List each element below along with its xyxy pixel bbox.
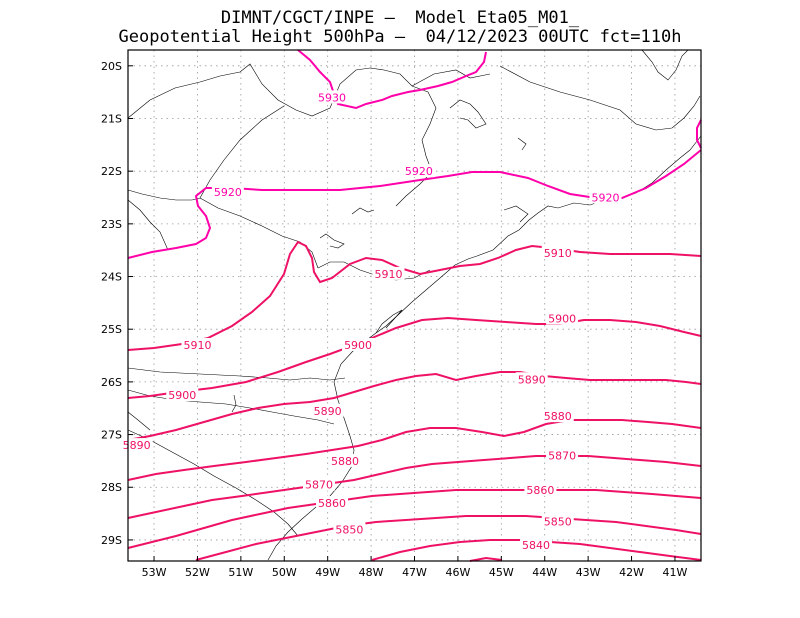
contour-label: 5920 [214, 186, 242, 199]
contour-label: 5920 [592, 192, 620, 205]
contour-label-background [166, 388, 199, 402]
geopotential-contours [127, 49, 702, 562]
lat-tick-label: 23S [101, 218, 122, 231]
contour-label-background [402, 164, 435, 178]
contour-label: 5870 [305, 479, 333, 492]
lon-tick-label: 47W [402, 566, 427, 579]
map-frame [127, 49, 702, 562]
contour-5930-east [696, 119, 702, 149]
lat-tick-label: 27S [101, 429, 122, 442]
lon-tick-label: 53W [142, 566, 167, 579]
lon-tick-label: 51W [228, 566, 253, 579]
contour-5850 [195, 515, 702, 561]
map-title-line-1: DIMNT/CGCT/INPE — Model Eta05_M01_ [220, 8, 580, 28]
contour-label: 5910 [544, 247, 572, 260]
contour-label: 5910 [183, 339, 211, 352]
contour-5860 [127, 489, 702, 549]
contour-label: 5860 [526, 484, 554, 497]
lon-tick-label: 43W [576, 566, 601, 579]
contour-label-background [120, 438, 153, 452]
contour-5880 [127, 419, 702, 481]
lat-tick-label: 21S [101, 112, 122, 125]
lon-tick-label: 41W [663, 566, 688, 579]
contour-label: 5920 [405, 165, 433, 178]
contour-label-background [372, 266, 405, 280]
contour-label-background [546, 311, 579, 325]
lat-tick-label: 26S [101, 376, 122, 389]
contour-label-background [316, 496, 349, 510]
contour-label-background [181, 338, 214, 352]
contour-label: 5910 [374, 268, 402, 281]
contour-label: 5930 [318, 91, 346, 104]
contour-labels: 5930 5920 5920 5920 5910 5910 5910 5900 5900 5900… [120, 90, 622, 552]
map-title-line-2: Geopotential Height 500hPa — 04/12/2023 … [118, 27, 682, 47]
contour-label: 5890 [518, 373, 546, 386]
contour-label-background [211, 185, 244, 199]
contour-5930 [297, 49, 487, 110]
contour-label: 5880 [331, 455, 359, 468]
contour-label: 5900 [168, 389, 196, 402]
contour-label: 5890 [123, 439, 151, 452]
lat-tick-label: 22S [101, 165, 122, 178]
contour-label: 5880 [544, 410, 572, 423]
contour-label-background [303, 477, 335, 491]
contour-5900 [127, 316, 702, 399]
axis-ticks: 53W 52W 51W 50W 49W 48W 47W 46W 45W 44W 43W 42W 41W 2… [101, 60, 687, 579]
contour-5910 [127, 240, 702, 351]
lon-tick-label: 49W [315, 566, 340, 579]
contour-5890 [127, 371, 702, 441]
contour-5870 [127, 455, 702, 519]
lon-tick-label: 45W [489, 566, 514, 579]
contour-label: 5900 [344, 339, 372, 352]
lat-lon-grid [128, 50, 701, 561]
contour-label-background [524, 482, 557, 496]
contour-label: 5850 [335, 523, 363, 536]
lat-tick-label: 25S [101, 323, 122, 336]
lon-tick-label: 42W [619, 566, 644, 579]
lon-tick-label: 48W [359, 566, 384, 579]
lon-tick-label: 52W [185, 566, 210, 579]
contour-label: 5890 [314, 405, 342, 418]
lat-tick-label: 20S [101, 60, 122, 73]
contour-label: 5900 [548, 313, 576, 326]
contour-label: 5860 [318, 497, 346, 510]
contour-label-background [515, 372, 548, 386]
contour-label: 5850 [544, 515, 572, 528]
contour-label-background [541, 514, 574, 528]
contour-label-background [342, 338, 375, 352]
contour-5830 [469, 556, 503, 562]
lon-tick-label: 46W [445, 566, 470, 579]
contour-label: 5870 [548, 450, 576, 463]
lat-tick-label: 28S [101, 481, 122, 494]
lon-tick-label: 50W [272, 566, 297, 579]
lat-tick-label: 29S [101, 534, 122, 547]
contour-label-background [546, 448, 579, 462]
contour-label-background [316, 90, 349, 104]
contour-label: 5840 [522, 539, 550, 552]
coastline-and-borders [127, 49, 702, 561]
lat-tick-label: 24S [101, 271, 122, 284]
contour-label-background [520, 538, 553, 552]
contour-label-background [541, 245, 574, 259]
lon-tick-label: 44W [532, 566, 557, 579]
contour-label-background [589, 190, 622, 204]
contour-label-background [333, 522, 366, 536]
contour-label-background [311, 403, 344, 417]
contour-label-background [329, 453, 362, 467]
contour-label-background [541, 409, 574, 423]
